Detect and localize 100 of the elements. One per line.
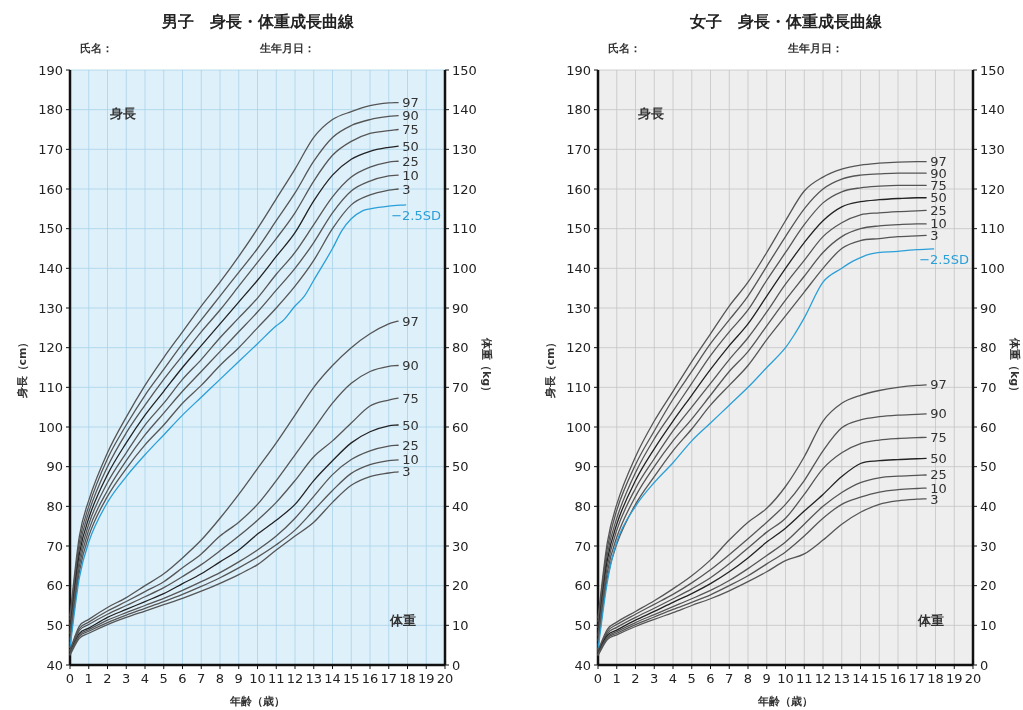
x-tick-label: 12 <box>286 671 304 686</box>
x-tick-label: 2 <box>631 671 640 686</box>
y2-tick-label: 40 <box>452 498 469 514</box>
x-tick-label: 17 <box>380 671 398 686</box>
series-label: 90 <box>402 358 419 374</box>
y2-tick-label: 130 <box>452 141 477 157</box>
x-tick-label: 15 <box>342 671 360 686</box>
x-tick-label: 16 <box>889 671 907 686</box>
series-label: 97 <box>930 377 947 393</box>
x-tick-label: 9 <box>762 671 771 686</box>
y2-tick-label: 60 <box>452 419 469 435</box>
x-tick-label: 18 <box>399 671 416 686</box>
y-tick-label: 150 <box>566 221 591 237</box>
y2-tick-label: 80 <box>980 340 997 356</box>
y-tick-label: 180 <box>38 102 63 118</box>
y-tick-label: 110 <box>38 379 63 395</box>
annotation: 体重 <box>389 613 416 628</box>
y-tick-label: 40 <box>46 657 63 673</box>
y-tick-label: 140 <box>566 260 591 276</box>
x-tick-label: 13 <box>833 671 851 686</box>
x-tick-label: 7 <box>725 671 734 686</box>
x-tick-label: 0 <box>65 671 75 686</box>
y2-axis-title: 体重（kg） <box>480 336 493 398</box>
series-label: 97 <box>402 313 419 329</box>
x-tick-label: 5 <box>687 671 696 686</box>
y2-tick-label: 70 <box>980 379 997 395</box>
y-tick-label: 40 <box>574 657 591 673</box>
y-tick-label: 180 <box>566 102 591 118</box>
x-tick-label: 17 <box>908 671 926 686</box>
y-tick-label: 80 <box>574 498 591 514</box>
y-tick-label: 50 <box>574 617 591 633</box>
y-tick-label: 110 <box>566 379 591 395</box>
y-tick-label: 160 <box>38 181 63 197</box>
y-tick-label: 160 <box>566 181 591 197</box>
series-label: 25 <box>402 437 419 453</box>
x-tick-label: 8 <box>215 671 225 686</box>
series-label: 25 <box>930 467 947 483</box>
y2-tick-label: 100 <box>452 260 477 276</box>
x-tick-label: 4 <box>668 671 678 686</box>
y-tick-label: 100 <box>566 419 591 435</box>
annotation: 身長 <box>109 106 136 121</box>
x-tick-label: 10 <box>249 671 266 686</box>
x-tick-label: 1 <box>612 671 621 686</box>
y2-tick-label: 90 <box>980 300 997 316</box>
x-tick-label: 4 <box>140 671 150 686</box>
x-axis-title: 年齢（歳） <box>229 695 285 708</box>
y2-tick-label: 130 <box>980 141 1005 157</box>
x-tick-label: 6 <box>706 671 715 686</box>
annotation: 身長 <box>637 106 664 121</box>
y2-tick-label: 70 <box>452 379 469 395</box>
y-tick-label: 120 <box>566 340 591 356</box>
x-tick-label: 8 <box>743 671 753 686</box>
chart-title: 男子 身長・体重成長曲線 <box>160 12 355 31</box>
y-tick-label: 70 <box>46 538 63 554</box>
y2-tick-label: 110 <box>452 221 477 237</box>
y-axis-title: 身長（cm） <box>16 336 29 400</box>
y-tick-label: 190 <box>38 62 63 78</box>
y-tick-label: 60 <box>46 578 63 594</box>
y2-tick-label: 60 <box>980 419 997 435</box>
x-tick-label: 20 <box>436 671 454 686</box>
chart-title: 女子 身長・体重成長曲線 <box>688 12 883 31</box>
series-label: −2.5SD <box>919 251 969 267</box>
y2-axis-title: 体重（kg） <box>1008 336 1021 398</box>
x-tick-label: 20 <box>964 671 982 686</box>
x-tick-label: 14 <box>324 671 341 686</box>
x-tick-label: 7 <box>197 671 206 686</box>
y2-tick-label: 10 <box>980 617 997 633</box>
y2-tick-label: 40 <box>980 498 997 514</box>
series-label: 50 <box>930 450 947 466</box>
y2-tick-label: 120 <box>980 181 1005 197</box>
y2-tick-label: 20 <box>980 578 997 594</box>
x-tick-label: 12 <box>814 671 832 686</box>
series-label: 75 <box>402 122 419 137</box>
text: 氏名： <box>608 42 641 55</box>
x-tick-label: 3 <box>122 671 131 686</box>
y2-tick-label: 50 <box>980 459 997 475</box>
series-label: −2.5SD <box>391 207 441 223</box>
y2-tick-label: 150 <box>452 62 477 78</box>
y2-tick-label: 0 <box>452 657 461 673</box>
y2-tick-label: 90 <box>452 300 469 316</box>
y2-tick-label: 80 <box>452 340 469 356</box>
series-label: 90 <box>402 108 419 124</box>
y-tick-label: 70 <box>574 538 591 554</box>
series-label: 97 <box>402 95 419 111</box>
x-tick-label: 2 <box>103 671 112 686</box>
x-tick-label: 19 <box>945 671 963 686</box>
y2-tick-label: 0 <box>980 657 989 673</box>
series-label: 10 <box>402 167 419 183</box>
y2-tick-label: 20 <box>452 578 469 594</box>
x-tick-label: 3 <box>650 671 659 686</box>
x-tick-label: 0 <box>593 671 603 686</box>
y2-tick-label: 150 <box>980 62 1005 78</box>
y2-tick-label: 10 <box>452 617 469 633</box>
series-label: 50 <box>402 417 419 433</box>
y-tick-label: 90 <box>574 459 591 475</box>
x-tick-label: 13 <box>305 671 323 686</box>
x-tick-label: 14 <box>852 671 869 686</box>
y-tick-label: 90 <box>46 459 63 475</box>
y2-tick-label: 30 <box>980 538 997 554</box>
y-tick-label: 190 <box>566 62 591 78</box>
